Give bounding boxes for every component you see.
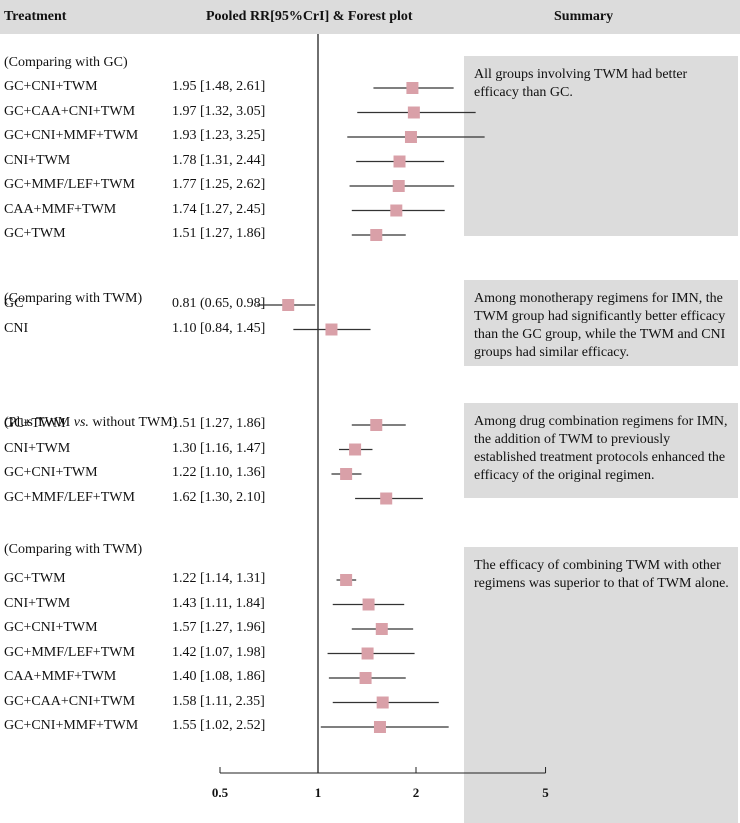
rr-estimate: 1.22 [1.10, 1.36] (172, 465, 266, 480)
rr-estimate: 1.62 [1.30, 2.10] (172, 489, 266, 505)
group-title-part: without TWM) (88, 415, 178, 430)
point-estimate-marker (380, 492, 393, 505)
header-summary: Summary (554, 9, 614, 24)
treatment-label: GC+MMF/LEF+TWM (4, 489, 135, 505)
treatment-label: CNI+TWM (4, 152, 71, 168)
rr-estimate: 1.51 [1.27, 1.86] (172, 226, 266, 241)
point-estimate-marker (373, 721, 386, 733)
group-title-italic: vs. (73, 415, 89, 430)
header-treatment: Treatment (4, 9, 67, 24)
rr-estimate: 1.74 [1.27, 2.45] (172, 201, 266, 217)
treatment-label: CNI+TWM (4, 440, 71, 456)
summary-box: Among drug combination regimens for IMN,… (464, 403, 738, 498)
treatment-label: GC+CNI+MMF+TWM (4, 128, 139, 143)
treatment-label: GC+CNI+MMF+TWM (4, 718, 139, 733)
treatment-label: GC+MMF/LEF+TWM (4, 177, 135, 192)
treatment-label: GC+MMF/LEF+TWM (4, 644, 135, 660)
rr-estimate: 1.57 [1.27, 1.96] (172, 620, 266, 635)
rr-estimate: 1.97 [1.32, 3.05] (172, 103, 266, 119)
point-estimate-marker (325, 323, 338, 336)
treatment-label: GC+TWM (4, 226, 66, 241)
rr-estimate: 1.77 [1.25, 2.62] (172, 177, 266, 192)
treatment-label: GC+CNI+TWM (4, 79, 98, 94)
treatment-label: GC+CNI+TWM (4, 465, 98, 480)
group-title: (Plus TWM vs. without TWM) (4, 415, 177, 431)
group-title: (Comparing with TWM) (4, 542, 143, 557)
rr-estimate: 1.55 [1.02, 2.52] (172, 718, 266, 733)
rr-estimate: 1.95 [1.48, 2.61] (172, 79, 266, 94)
point-estimate-marker (340, 574, 353, 586)
point-estimate-marker (393, 155, 406, 168)
point-estimate-marker (375, 623, 388, 635)
header-pooled-rr: Pooled RR[95%CrI] & Forest plot (206, 9, 413, 24)
x-tick-label: 2 (413, 785, 420, 799)
group-title-part: (Plus TWM (4, 415, 74, 430)
forest-plot: 0.5 1 2 5 (212, 34, 549, 799)
rr-estimate: 1.30 [1.16, 1.47] (172, 440, 266, 456)
point-estimate-marker (376, 696, 389, 709)
treatment-label: GC+CAA+CNI+TWM (4, 103, 136, 119)
rr-estimate: 1.22 [1.14, 1.31] (172, 571, 266, 586)
treatment-label: CAA+MMF+TWM (4, 669, 117, 684)
rr-estimate: 1.40 [1.08, 1.86] (172, 669, 266, 684)
treatment-label: GC+TWM (4, 571, 66, 586)
table-header: Treatment Pooled RR[95%CrI] & Forest plo… (0, 0, 740, 34)
x-tick-label: 0.5 (212, 785, 229, 799)
summary-box: The efficacy of combining TWM with other… (464, 547, 738, 823)
group-title: (Comparing with GC) (4, 55, 128, 70)
point-estimate-marker (392, 180, 405, 192)
rr-estimate: 1.10 [0.84, 1.45] (172, 320, 266, 336)
point-estimate-marker (361, 647, 374, 660)
point-estimate-marker (407, 106, 420, 119)
point-estimate-marker (340, 468, 353, 480)
x-tick-label: 1 (315, 785, 322, 799)
rr-estimate: 1.78 [1.31, 2.44] (172, 152, 266, 168)
x-tick-label: 5 (542, 785, 549, 799)
rr-estimate: 1.42 [1.07, 1.98] (172, 644, 266, 660)
rr-estimate: 1.51 [1.27, 1.86] (172, 416, 266, 431)
rr-estimate: 1.93 [1.23, 3.25] (172, 128, 266, 143)
treatment-label: CAA+MMF+TWM (4, 201, 117, 217)
point-estimate-marker (390, 204, 403, 217)
group-title: (Comparing with TWM) (4, 291, 143, 306)
rr-estimate: 1.58 [1.11, 2.35] (172, 693, 265, 709)
treatment-label: CNI (4, 320, 29, 336)
point-estimate-marker (362, 598, 375, 611)
summary-box: All groups involving TWM had better effi… (464, 56, 738, 236)
point-estimate-marker (370, 229, 383, 241)
rr-estimate: 0.81 (0.65, 0.98] (172, 296, 266, 311)
treatment-label: GC+CAA+CNI+TWM (4, 693, 136, 709)
summary-box: Among monotherapy regimens for IMN, the … (464, 280, 738, 366)
point-estimate-marker (406, 82, 419, 94)
treatment-label: GC (4, 296, 24, 311)
point-estimate-marker (370, 419, 383, 431)
treatment-label: GC+CNI+TWM (4, 620, 98, 635)
treatment-label: GC+TWM (4, 416, 66, 431)
point-estimate-marker (282, 299, 295, 311)
point-estimate-marker (349, 443, 362, 456)
point-estimate-marker (359, 672, 372, 684)
rr-estimate: 1.43 [1.11, 1.84] (172, 595, 265, 611)
point-estimate-marker (404, 131, 417, 143)
treatment-label: CNI+TWM (4, 595, 71, 611)
